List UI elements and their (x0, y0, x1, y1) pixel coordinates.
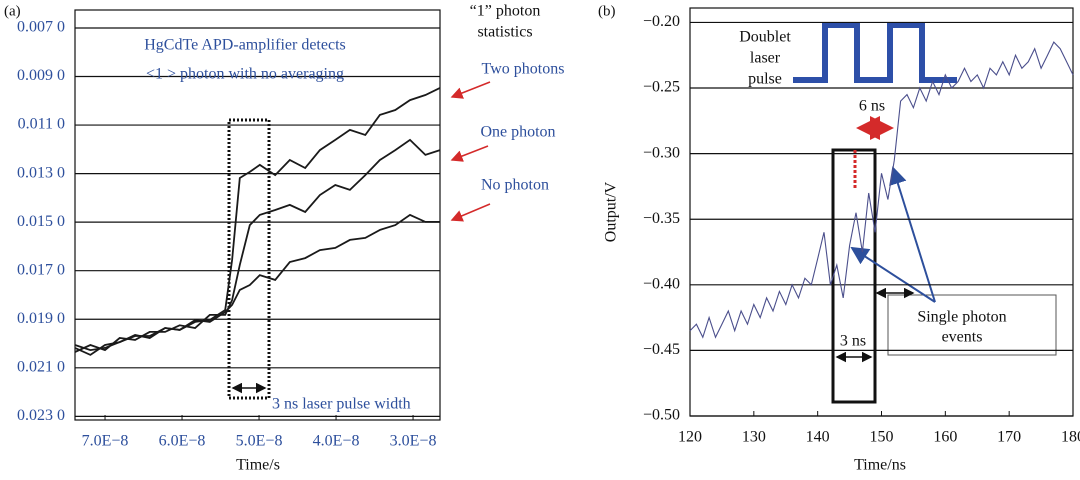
x-tick-label: 5.0E−8 (236, 433, 283, 450)
y-tick-label: 0.013 0 (17, 164, 65, 181)
x-tick-label: 160 (933, 429, 957, 446)
series-label: No photon (481, 177, 549, 194)
data-line (74, 213, 440, 352)
y-tick-label: −0.25 (643, 79, 680, 96)
x-tick-label: 180 (1061, 429, 1080, 446)
x-tick-label: 150 (870, 429, 894, 446)
x-tick-label: 7.0E−8 (82, 433, 129, 450)
pulse-shape (793, 22, 957, 83)
pointer-arrow (889, 166, 936, 303)
plot-frame (74, 9, 441, 421)
x-axis-title: Time/ns (854, 457, 906, 474)
y-tick-label: −0.20 (643, 13, 680, 30)
annotation: <1 > photon with no averaging (146, 66, 344, 83)
y-tick-label: 0.023 0 (17, 407, 65, 424)
y-tick-label: −0.50 (643, 407, 680, 424)
y-tick-label: 0.007 0 (17, 19, 65, 36)
y-tick-label: −0.45 (643, 341, 680, 358)
x-tick-label: 4.0E−8 (313, 433, 360, 450)
annotation: 6 ns (859, 98, 885, 115)
annotation: laser (750, 50, 781, 67)
annotation: Single photon (917, 309, 1006, 326)
y-tick-label: 0.009 0 (17, 67, 65, 84)
plot-frame (689, 7, 1074, 417)
x-tick-label: 6.0E−8 (159, 433, 206, 450)
annotation: 3 ns (840, 333, 866, 350)
data-line (74, 87, 441, 356)
y-tick-label: −0.40 (643, 275, 680, 292)
y-tick-label: 0.021 0 (17, 358, 65, 375)
y-axis-title: Output/V (603, 181, 620, 242)
pulse-window (227, 118, 271, 400)
annotation: Doublet (739, 29, 791, 46)
y-tick-label: 0.011 0 (18, 116, 65, 133)
series-label: One photon (480, 124, 555, 141)
y-tick-label: −0.30 (643, 144, 680, 161)
y-tick-label: 0.019 0 (17, 310, 65, 327)
y-tick-label: −0.35 (643, 210, 680, 227)
pointer-arrow (450, 81, 491, 99)
x-tick-label: 130 (742, 429, 766, 446)
x-tick-label: 3.0E−8 (390, 433, 437, 450)
annotation: statistics (477, 24, 532, 41)
y-tick-label: 0.015 0 (17, 213, 65, 230)
data-line (74, 138, 441, 353)
x-tick-label: 140 (806, 429, 830, 446)
data-line (689, 41, 1074, 339)
annotation: HgCdTe APD-amplifier detects (144, 37, 346, 54)
x-axis-title: Time/s (236, 457, 280, 474)
annotation: events (942, 329, 983, 346)
x-tick-label: 170 (997, 429, 1021, 446)
pointer-arrow (850, 246, 936, 303)
series-label: Two photons (482, 61, 565, 78)
annotation: “1” photon (470, 3, 541, 20)
annotation: pulse (748, 71, 782, 88)
pointer-arrow (450, 145, 489, 162)
pointer-arrow (450, 203, 491, 222)
panel-label: (b) (598, 3, 616, 19)
note-box (887, 294, 1057, 356)
y-tick-label: 0.017 0 (17, 261, 65, 278)
panel-label: (a) (4, 3, 21, 19)
annotation: 3 ns laser pulse width (272, 396, 411, 413)
x-tick-label: 120 (678, 429, 702, 446)
